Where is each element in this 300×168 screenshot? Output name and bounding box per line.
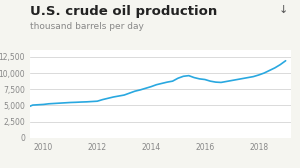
Text: U.S. crude oil production: U.S. crude oil production — [30, 5, 217, 18]
Text: ↓: ↓ — [279, 5, 288, 15]
Text: thousand barrels per day: thousand barrels per day — [30, 22, 144, 31]
